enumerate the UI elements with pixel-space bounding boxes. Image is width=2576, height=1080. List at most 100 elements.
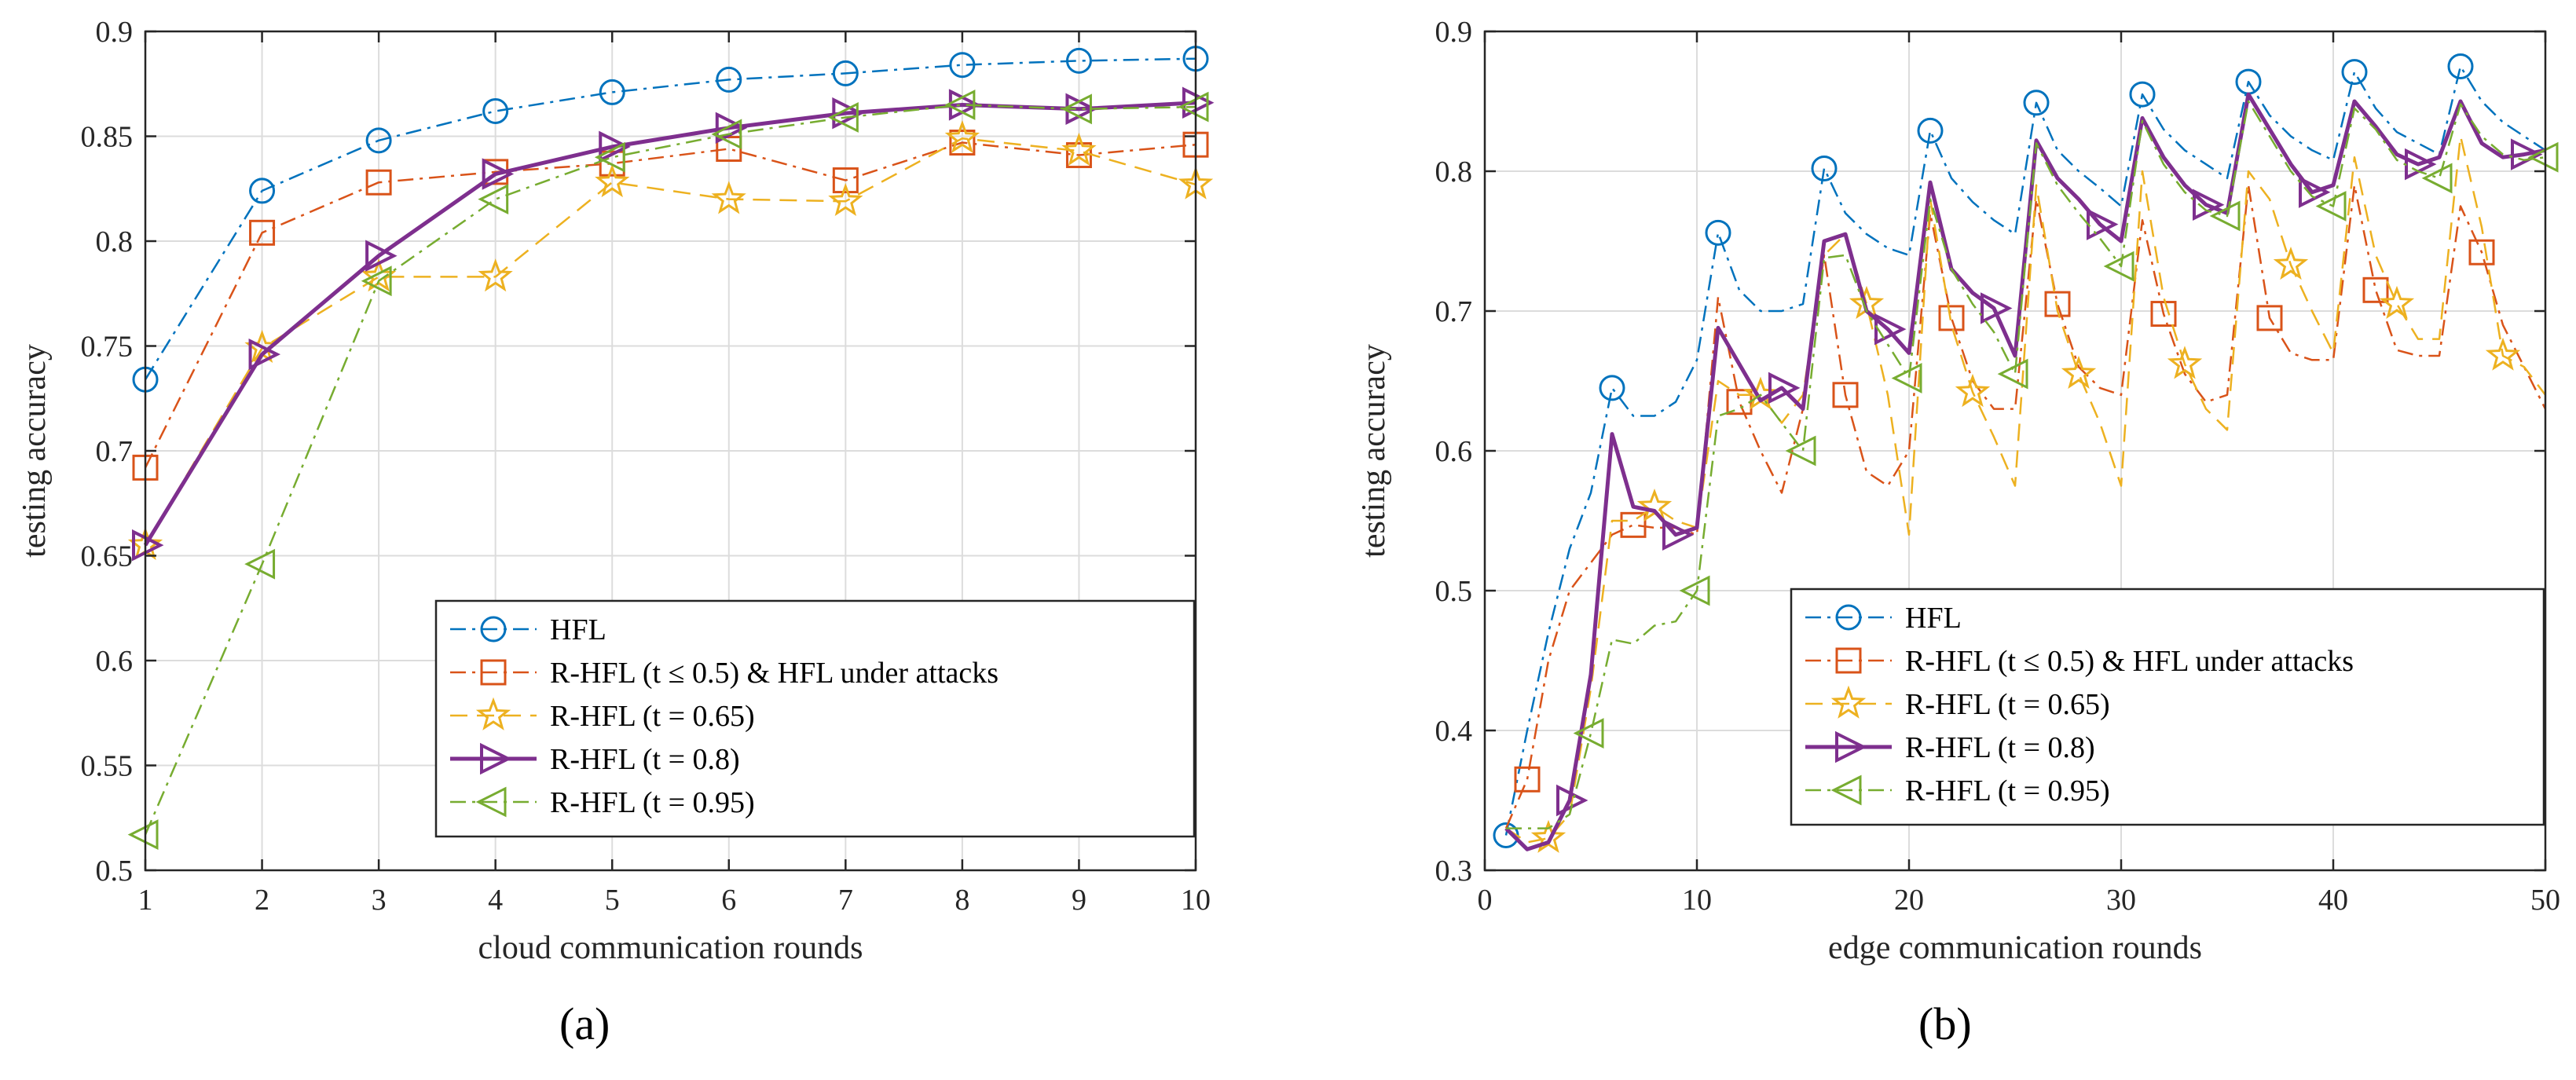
data-point bbox=[1768, 372, 1801, 405]
x-tick-label: 8 bbox=[955, 884, 969, 917]
data-point bbox=[2129, 81, 2156, 108]
x-axis-label: edge communication rounds bbox=[1828, 930, 2202, 966]
legend-marker bbox=[480, 616, 507, 643]
y-tick-label: 0.9 bbox=[96, 16, 134, 49]
data-point bbox=[478, 184, 509, 215]
legend-label: R-HFL (t = 0.65) bbox=[550, 700, 755, 733]
x-tick-label: 7 bbox=[838, 884, 853, 917]
data-point bbox=[1182, 86, 1215, 119]
chart-b: 0 10 20 30 40 50 0.3 0.4 0.5 0.6 0.7 0.8 0.9 edge com… bbox=[1356, 16, 2560, 966]
data-point bbox=[1061, 132, 1097, 167]
data-point bbox=[1874, 313, 1907, 346]
data-point bbox=[2273, 247, 2309, 280]
y-tick-label: 0.75 bbox=[81, 331, 134, 364]
y-tick-label: 0.8 bbox=[96, 225, 134, 258]
data-point bbox=[2362, 276, 2389, 303]
data-point bbox=[2023, 90, 2050, 116]
series-3 bbox=[132, 86, 1215, 562]
x-tick-label: 6 bbox=[721, 884, 736, 917]
legend-box bbox=[1790, 588, 2545, 826]
data-point bbox=[944, 119, 980, 153]
y-tick-label: 0.3 bbox=[1435, 855, 1473, 888]
data-point bbox=[1573, 718, 1604, 749]
data-point bbox=[1997, 358, 2028, 390]
data-point bbox=[1178, 91, 1209, 123]
data-point bbox=[2044, 291, 2071, 317]
legend-item: R-HFL (t = 0.65) bbox=[1805, 685, 2110, 721]
data-point bbox=[828, 183, 863, 217]
legend-label: HFL bbox=[550, 613, 606, 646]
data-point bbox=[1065, 47, 1092, 74]
y-tick-label: 0.85 bbox=[81, 121, 134, 154]
data-point bbox=[949, 130, 976, 156]
data-point bbox=[827, 102, 859, 133]
panel-a: 1 2 3 4 5 6 7 8 9 10 0.5 0.55 0.6 0.65 0.7 0.75 0.8 0.85 0… bbox=[16, 16, 1215, 1049]
data-point bbox=[1955, 373, 1991, 408]
data-point bbox=[2167, 346, 2203, 379]
data-point bbox=[482, 158, 515, 190]
data-point bbox=[1917, 117, 1944, 144]
data-point bbox=[832, 60, 859, 86]
data-point bbox=[599, 79, 625, 105]
legend-item: R-HFL (t = 0.8) bbox=[450, 742, 740, 776]
legend-item: R-HFL (t = 0.95) bbox=[1805, 774, 2110, 807]
x-tick-label: 0 bbox=[1478, 884, 1493, 917]
series-line bbox=[1504, 92, 2546, 851]
data-point bbox=[365, 240, 398, 272]
series-4 bbox=[127, 90, 1209, 851]
legend-label: R-HFL (t = 0.8) bbox=[1905, 731, 2095, 764]
data-point bbox=[1514, 766, 1541, 793]
series-line bbox=[1506, 100, 2546, 829]
legend-item: HFL bbox=[450, 613, 606, 646]
data-point bbox=[594, 141, 625, 173]
series-line bbox=[144, 137, 1196, 546]
data-point bbox=[2379, 285, 2415, 319]
data-point bbox=[1811, 155, 1838, 181]
data-point bbox=[832, 97, 864, 130]
data-point bbox=[365, 127, 392, 154]
legend: HFL R-HFL (t ≤ 0.5) & HFL under attacks R-… bbox=[434, 599, 1196, 838]
x-tick-label: 9 bbox=[1072, 884, 1086, 917]
series-line bbox=[144, 104, 1196, 836]
data-point bbox=[365, 169, 392, 196]
series-0 bbox=[1493, 53, 2546, 848]
data-point bbox=[1679, 575, 1710, 606]
data-point bbox=[1938, 305, 1965, 331]
data-point bbox=[244, 548, 276, 580]
data-point bbox=[1061, 93, 1092, 125]
series-line bbox=[144, 57, 1196, 380]
data-point bbox=[2421, 163, 2453, 194]
legend-label: R-HFL (t = 0.95) bbox=[1905, 774, 2110, 807]
y-tick-label: 0.65 bbox=[81, 540, 134, 573]
data-point bbox=[948, 89, 981, 121]
x-tick-label: 1 bbox=[138, 884, 153, 917]
series-4 bbox=[1506, 100, 2559, 829]
series-line bbox=[1505, 135, 2546, 844]
legend-marker bbox=[480, 742, 512, 775]
data-point bbox=[2447, 53, 2474, 79]
legend-marker bbox=[1830, 685, 1867, 719]
legend-marker bbox=[475, 786, 507, 818]
data-point bbox=[2299, 176, 2331, 208]
y-tick-label: 0.7 bbox=[96, 435, 134, 468]
caption-b: (b) bbox=[1918, 998, 1972, 1049]
series-2 bbox=[127, 119, 1214, 560]
legend-label: R-HFL (t = 0.8) bbox=[550, 743, 740, 776]
y-tick-label: 0.9 bbox=[1435, 16, 1473, 49]
data-point bbox=[1891, 363, 1922, 394]
legend-box bbox=[434, 599, 1196, 838]
data-point bbox=[361, 265, 392, 297]
data-point bbox=[1662, 518, 1695, 551]
data-point bbox=[1599, 375, 1625, 401]
x-tick-label: 10 bbox=[1181, 884, 1211, 917]
legend-item: R-HFL (t ≤ 0.5) & HFL under attacks bbox=[450, 657, 999, 690]
x-tick-label: 4 bbox=[488, 884, 503, 917]
data-point bbox=[2511, 138, 2543, 170]
data-point bbox=[1620, 511, 1647, 538]
legend: HFL R-HFL (t ≤ 0.5) & HFL under attacks R-… bbox=[1790, 588, 2545, 826]
data-point bbox=[832, 167, 859, 194]
data-point bbox=[2315, 191, 2347, 221]
y-axis-label: testing accuracy bbox=[1356, 344, 1392, 558]
data-point bbox=[2468, 239, 2495, 265]
data-point bbox=[1981, 292, 2013, 324]
